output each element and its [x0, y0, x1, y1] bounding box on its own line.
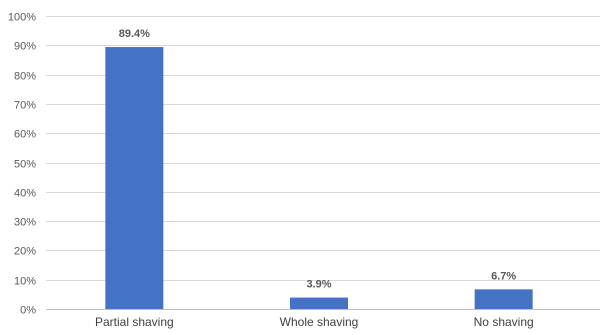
y-tick-label: 30% — [14, 217, 36, 229]
data-labels: 89.4% 3.9% 6.7% — [119, 28, 517, 291]
category-label: No shaving — [474, 315, 534, 329]
y-tick-label: 80% — [14, 71, 36, 83]
y-tick-label: 20% — [14, 246, 36, 258]
bar — [290, 297, 348, 309]
data-label: 6.7% — [491, 270, 516, 282]
y-tick-label: 10% — [14, 276, 36, 288]
y-tick-label: 100% — [8, 12, 36, 24]
bar — [474, 289, 533, 309]
y-tick-label: 50% — [14, 159, 36, 171]
bars — [105, 47, 533, 310]
y-axis-tick-labels: 0% 10% 20% 30% 40% 50% 60% 70% 80% 90% 100% — [8, 12, 36, 317]
bar — [105, 47, 164, 310]
category-label: Whole shaving — [280, 315, 359, 329]
category-label: Partial shaving — [95, 315, 174, 329]
y-tick-label: 60% — [14, 129, 36, 141]
x-axis-category-labels: Partial shaving Whole shaving No shaving — [95, 315, 534, 329]
y-tick-label: 90% — [14, 41, 36, 53]
y-tick-label: 40% — [14, 188, 36, 200]
data-label: 89.4% — [119, 28, 150, 40]
y-tick-label: 70% — [14, 100, 36, 112]
data-label: 3.9% — [306, 279, 331, 291]
y-tick-label: 0% — [20, 305, 36, 317]
